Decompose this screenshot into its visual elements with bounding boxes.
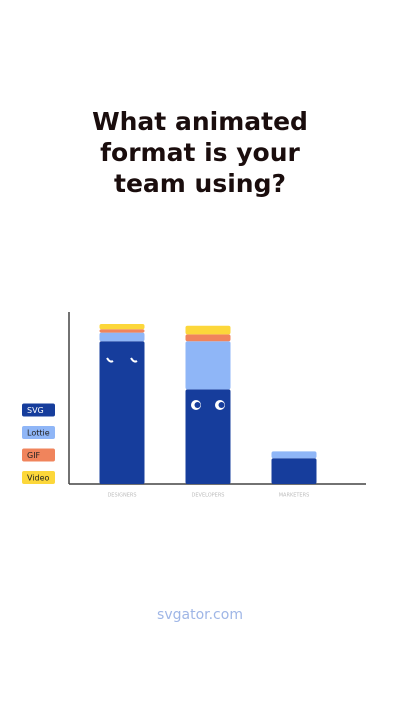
bar-segment	[185, 389, 231, 484]
bar-segment	[99, 329, 145, 333]
legend-swatch	[22, 403, 55, 417]
legend-swatch	[22, 448, 55, 462]
bar-segment	[99, 332, 145, 342]
footer: svgator.com	[157, 607, 243, 623]
legend-label: Lottie	[27, 429, 50, 438]
pupil	[218, 402, 225, 408]
legend-swatch	[22, 426, 55, 439]
x-tick-label: DEVELOPERS	[192, 493, 225, 499]
bar-segment	[271, 458, 317, 484]
bar-segment	[185, 325, 231, 335]
x-tick-label: MARKETERS	[279, 493, 310, 499]
legend-swatch	[22, 471, 55, 484]
x-tick-label: DESIGNERS	[107, 493, 136, 499]
legend-label: Video	[27, 474, 50, 483]
bar-segment	[185, 334, 231, 342]
eye	[106, 357, 114, 363]
bar-segment	[99, 341, 145, 484]
pupil	[194, 402, 201, 408]
bar-segment	[185, 341, 231, 390]
bar-segment	[99, 324, 145, 330]
chart-title: What animated format is your team using?	[92, 107, 308, 198]
eye	[130, 357, 138, 363]
legend-label: SVG	[27, 406, 44, 415]
bar-segment	[271, 451, 317, 459]
legend-label: GIF	[27, 451, 41, 460]
